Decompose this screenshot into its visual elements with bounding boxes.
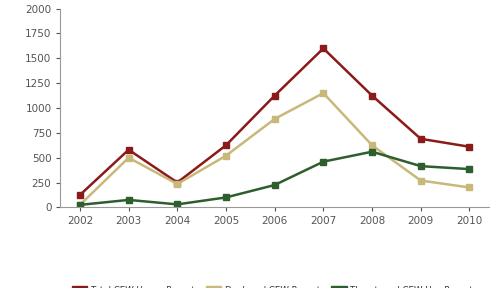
Legend: Total CEW Usage Reports, Deployed CEW Reports, Threatened CEW Use Reports: Total CEW Usage Reports, Deployed CEW Re… bbox=[68, 283, 481, 288]
